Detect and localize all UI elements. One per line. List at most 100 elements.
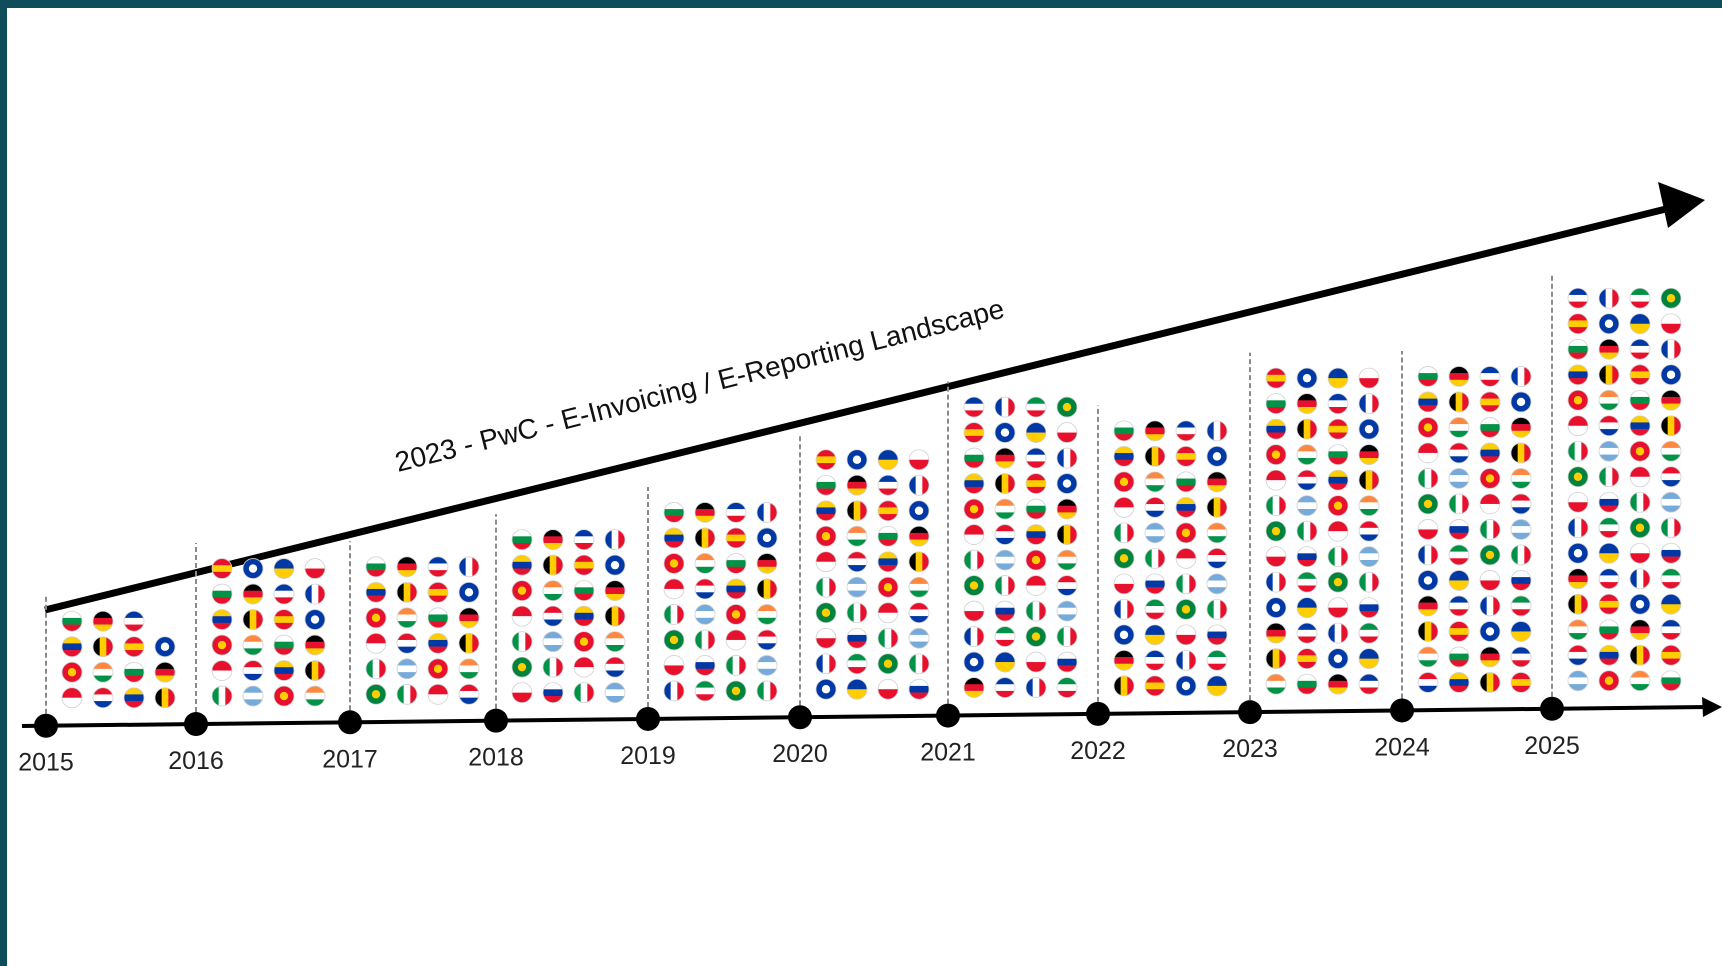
country-flag-icon xyxy=(877,551,899,573)
country-flag-icon xyxy=(1056,626,1078,647)
country-flag-icon xyxy=(542,529,564,551)
country-flag-icon xyxy=(1417,391,1439,413)
country-flag-icon xyxy=(92,636,114,658)
country-flag-icon xyxy=(815,525,837,547)
country-flag-icon xyxy=(1056,600,1078,622)
country-flag-icon xyxy=(1206,547,1228,569)
country-flag-icon xyxy=(604,554,626,576)
country-flag-icon xyxy=(1206,624,1228,646)
country-flag-icon xyxy=(1660,542,1682,564)
country-flag-icon xyxy=(604,580,626,602)
country-flag-icon xyxy=(1265,393,1287,415)
country-flag-icon xyxy=(694,655,716,676)
country-flag-icon xyxy=(1598,491,1620,513)
country-flag-icon xyxy=(211,558,233,579)
country-flag-icon xyxy=(304,660,326,681)
country-flag-icon xyxy=(1660,364,1682,386)
country-flag-icon xyxy=(1448,646,1470,668)
milestone-dot-icon xyxy=(1390,698,1414,723)
country-flag-icon xyxy=(1567,313,1589,335)
milestone-dot-icon xyxy=(338,710,362,735)
country-flag-icon xyxy=(123,687,145,709)
trend-arrow-shaft xyxy=(44,204,1671,614)
country-flag-icon xyxy=(846,627,868,649)
country-flag-icon xyxy=(1113,420,1135,442)
country-flag-icon xyxy=(1567,568,1589,590)
country-flag-icon xyxy=(1265,571,1287,593)
country-flag-icon xyxy=(1510,595,1532,617)
country-flag-icon xyxy=(1448,468,1470,489)
country-flag-icon xyxy=(1598,287,1620,309)
country-flag-icon xyxy=(1479,544,1501,566)
country-flag-icon xyxy=(877,500,899,522)
country-flag-icon xyxy=(542,580,564,602)
country-flag-icon xyxy=(1510,442,1532,464)
country-flag-icon xyxy=(511,656,533,678)
country-flag-icon xyxy=(908,474,930,496)
country-flag-icon xyxy=(815,602,837,624)
year-label: 2016 xyxy=(168,747,224,775)
milestone-dot-icon xyxy=(1238,700,1262,725)
country-flag-icon xyxy=(1660,415,1682,437)
country-flag-icon xyxy=(1448,570,1470,591)
country-flag-icon xyxy=(1144,573,1166,595)
country-flag-icon xyxy=(1327,469,1349,491)
milestone-dot-icon xyxy=(788,705,812,730)
country-flag-icon xyxy=(877,449,899,471)
country-flag-icon xyxy=(725,680,747,702)
country-flag-icon xyxy=(1113,547,1135,569)
country-flag-icon xyxy=(1358,546,1380,568)
country-flag-icon xyxy=(908,653,930,675)
country-flag-icon xyxy=(1265,673,1287,695)
country-flag-icon xyxy=(846,500,868,522)
country-flag-icon xyxy=(756,680,778,702)
country-flag-icon xyxy=(994,524,1016,545)
country-flag-icon xyxy=(877,576,899,598)
country-flag-icon xyxy=(908,551,930,573)
country-flag-icon xyxy=(1510,646,1532,668)
country-flag-icon xyxy=(304,609,326,630)
country-flag-icon xyxy=(1025,575,1047,596)
country-flag-icon xyxy=(877,525,899,547)
country-flag-icon xyxy=(1327,622,1349,644)
country-flag-icon xyxy=(1417,468,1439,489)
country-flag-icon xyxy=(154,687,176,709)
country-flag-icon xyxy=(1660,287,1682,309)
country-flag-icon xyxy=(908,627,930,649)
country-flag-icon xyxy=(1660,644,1682,666)
country-flag-icon xyxy=(877,627,899,649)
country-flag-icon xyxy=(1327,367,1349,389)
country-flag-icon xyxy=(427,556,449,578)
country-flag-icon xyxy=(1567,415,1589,437)
country-flag-icon xyxy=(1327,495,1349,517)
country-flag-icon xyxy=(1417,621,1439,642)
country-flag-icon xyxy=(1417,519,1439,540)
country-flag-icon xyxy=(846,576,868,598)
country-flag-icon xyxy=(1479,595,1501,617)
country-flag-icon xyxy=(1144,624,1166,646)
country-flag-icon xyxy=(663,502,685,523)
country-flag-icon xyxy=(511,529,533,551)
country-flag-icon xyxy=(1598,389,1620,411)
country-flag-icon xyxy=(908,602,930,624)
country-flag-icon xyxy=(1025,677,1047,698)
country-flag-icon xyxy=(1358,495,1380,517)
year-dividers xyxy=(45,272,1553,714)
country-flag-icon xyxy=(1144,598,1166,620)
country-flag-icon xyxy=(1113,573,1135,595)
country-flag-icon xyxy=(1113,522,1135,544)
country-flag-icon xyxy=(604,682,626,704)
country-flag-icon xyxy=(365,581,387,603)
year-label: 2025 xyxy=(1524,732,1580,760)
country-flag-icon xyxy=(1598,644,1620,666)
milestone-dot-icon xyxy=(1540,696,1564,721)
country-flag-icon xyxy=(1056,677,1078,698)
country-flag-icon xyxy=(92,661,114,683)
country-flag-icon xyxy=(694,604,716,625)
country-flag-icon xyxy=(1025,524,1047,545)
country-flag-icon xyxy=(1598,338,1620,360)
country-flag-icon xyxy=(1448,595,1470,617)
country-flag-icon xyxy=(877,602,899,624)
country-flag-icon xyxy=(1629,313,1651,335)
